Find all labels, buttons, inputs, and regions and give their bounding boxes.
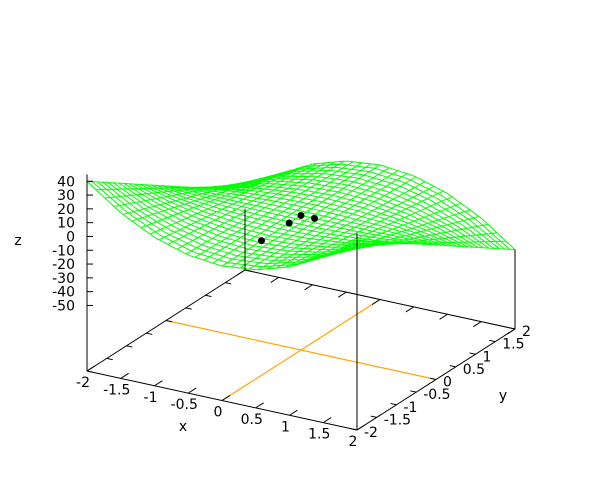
x-tick-mirror [473, 321, 482, 328]
x-tick-mirror [236, 269, 246, 276]
surface-mesh-line [239, 170, 399, 269]
x-tick-mirror [405, 306, 415, 313]
y-tick-label: -1.5 [384, 412, 411, 428]
y-tick [390, 402, 397, 406]
z-tick-label: 0 [66, 229, 75, 245]
z-tick-label: -40 [52, 285, 75, 301]
x-tick-label: 2 [349, 434, 358, 450]
x-tick-label: -1 [144, 390, 158, 406]
x-tick [187, 387, 197, 394]
y-tick-mirror [244, 269, 252, 272]
y-tick [449, 365, 456, 368]
y-tick [469, 352, 476, 355]
z-tick-label: 10 [57, 216, 75, 232]
data-point [297, 211, 305, 219]
surface-mesh-line [338, 232, 498, 250]
z-tick-label: -10 [52, 243, 75, 259]
x-tick [86, 365, 96, 372]
z-tick-label: -30 [52, 271, 75, 287]
x-tick [154, 380, 163, 387]
y-tick-mirror [165, 320, 173, 323]
z-tick-label: 40 [57, 174, 75, 190]
y-tick [489, 339, 496, 343]
y-tick [370, 415, 377, 418]
z-axis-label: z [14, 233, 21, 249]
data-point [311, 214, 318, 222]
axes-box [86, 174, 516, 431]
x-tick-label: 0 [214, 405, 223, 421]
surface-mesh-line [348, 240, 507, 246]
y-tick-mirror [106, 357, 113, 361]
y-tick [410, 390, 417, 393]
x-tick [221, 395, 231, 401]
base-lines [165, 298, 437, 402]
y-tick-label: -1 [404, 400, 418, 416]
tick-labels: -2 -1.5 -1 -0.5 0 0.5 1 1.5 2-2-1.5-1-0.500.511.… [52, 174, 531, 450]
y-tick-label: 1.5 [502, 337, 524, 353]
y-tick-label: 0.5 [463, 362, 485, 378]
z-tick-label: -50 [52, 298, 75, 314]
y-tick-label: 0 [443, 375, 452, 391]
x-tick-mirror [371, 299, 381, 305]
surface-mesh-line [329, 223, 489, 255]
z-tick-label: 20 [57, 202, 75, 218]
y-tick [429, 377, 437, 380]
y-tick-mirror [126, 345, 133, 348]
x-tick-label: 1 [281, 419, 290, 435]
y-tick-label: 2 [522, 324, 531, 340]
y-tick-label: 1 [483, 349, 492, 365]
x-tick [120, 372, 129, 379]
surface-mesh-line [356, 239, 516, 251]
x-tick-label: 1.5 [308, 427, 330, 443]
base-line-y-0 [165, 319, 437, 381]
y-tick-mirror [185, 307, 192, 310]
data-points [258, 211, 318, 245]
z-tick-label: 30 [57, 188, 75, 204]
x-tick-label: 0.5 [241, 412, 263, 428]
surface-mesh-line [244, 160, 516, 251]
y-tick [350, 428, 358, 431]
x-tick [356, 424, 366, 431]
surface-mesh [86, 160, 516, 271]
y-tick-label: -2 [364, 425, 378, 441]
x-tick-mirror [304, 284, 313, 291]
x-tick [289, 409, 298, 416]
z-tick-label: -20 [52, 257, 75, 273]
y-axis-label: y [499, 388, 507, 404]
data-point [258, 237, 265, 245]
y-tick [508, 327, 516, 330]
x-axis-label: x [179, 419, 187, 435]
y-tick-mirror [205, 294, 212, 298]
x-tick-label: -1.5 [103, 382, 130, 398]
y-tick-label: -0.5 [423, 387, 450, 403]
x-tick [322, 417, 332, 424]
y-tick-mirror [86, 370, 94, 373]
y-tick-mirror [146, 332, 153, 335]
x-tick-label: -0.5 [171, 397, 198, 413]
data-point [285, 219, 293, 227]
x-tick-mirror [270, 276, 280, 283]
x-tick-mirror [506, 328, 516, 335]
y-tick-mirror [225, 282, 232, 285]
x-tick [255, 402, 264, 409]
x-tick-mirror [439, 313, 448, 320]
x-tick-label: -2 [76, 375, 90, 391]
x-tick-mirror [338, 291, 347, 298]
